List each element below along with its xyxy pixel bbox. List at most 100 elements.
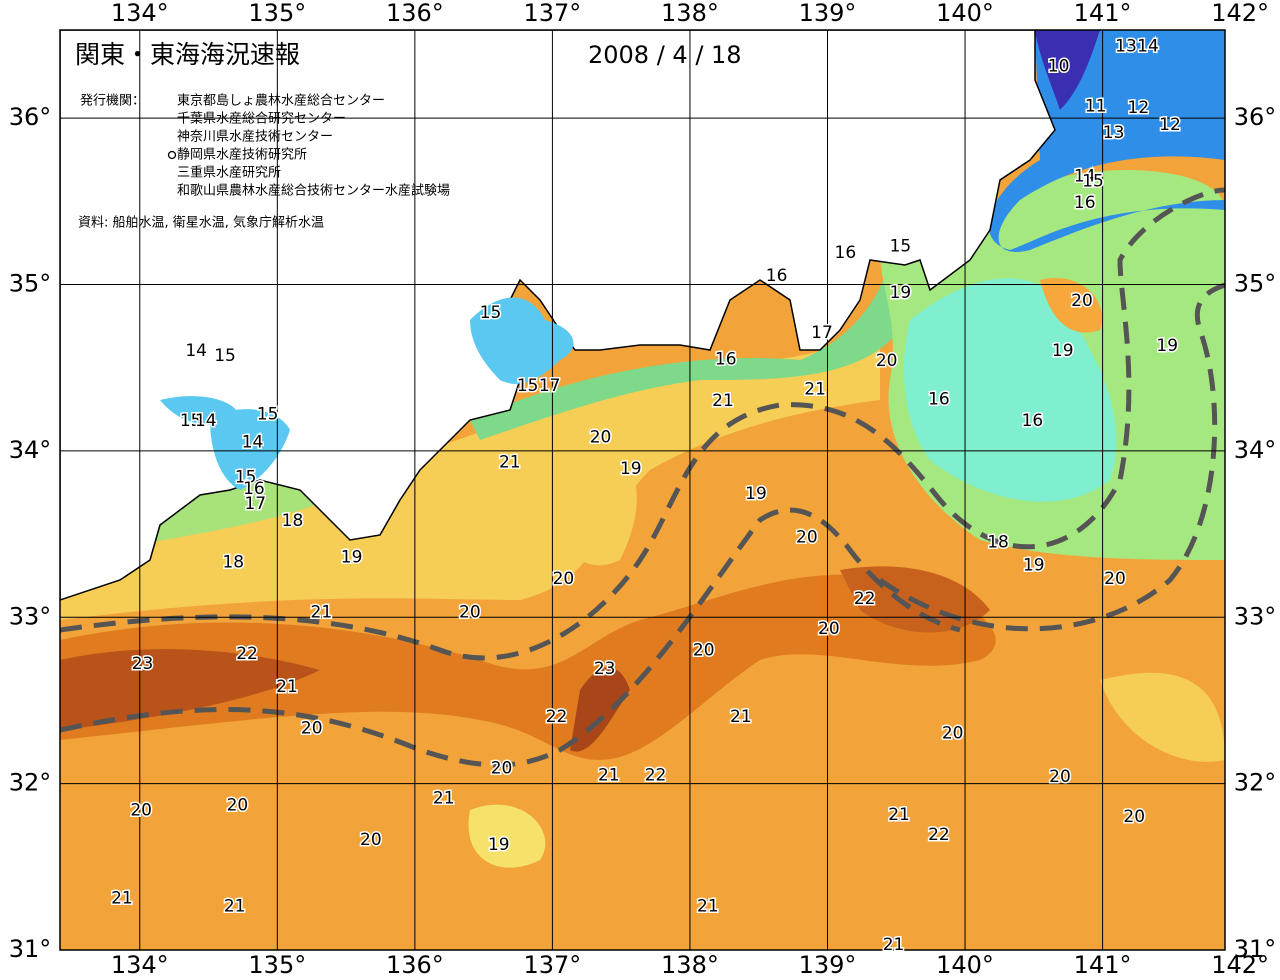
contour-label: 16 (243, 479, 265, 499)
publisher: 和歌山県農林水産総合技術センター水産試験場 (177, 183, 450, 199)
lon-tick-label: 134° (111, 0, 169, 27)
lat-tick-label: 31° (1234, 935, 1277, 963)
cool-patch (1100, 672, 1225, 762)
contour-label: 17 (539, 376, 561, 396)
lon-tick-label: 138° (661, 951, 719, 979)
contour-label: 19 (1023, 556, 1045, 576)
warm-eddy (1040, 278, 1102, 333)
contour-label: 13 (1115, 37, 1137, 57)
warm-core (570, 667, 630, 752)
contour-label: 20 (227, 795, 249, 815)
publisher: 三重県水産研究所 (177, 165, 281, 181)
contour-label: 23 (132, 654, 154, 674)
lon-tick-label: 139° (799, 951, 857, 979)
contour-label: 22 (854, 589, 876, 609)
contour-label: 20 (491, 759, 513, 779)
lat-tick-label: 34° (9, 436, 52, 464)
contour-label: 21 (224, 897, 246, 917)
cool-patch (468, 804, 546, 868)
lon-tick-label: 141° (1074, 951, 1132, 979)
publisher-list: 東京都島しょ農林水産総合センター千葉県水産総合研究センター神奈川県水産技術センタ… (177, 93, 450, 199)
publisher: 神奈川県水産技術センター (177, 129, 333, 145)
lon-tick-label: 140° (936, 0, 994, 27)
contour-label: 20 (876, 351, 898, 371)
contour-label: 12 (1128, 98, 1150, 118)
contour-label: 15 (517, 376, 539, 396)
contour-label: 21 (888, 805, 910, 825)
contour-label: 20 (459, 602, 481, 622)
lon-tick-label: 136° (386, 951, 444, 979)
warm-band (60, 574, 996, 760)
contour-label: 17 (811, 323, 833, 343)
kuroshio-axis (60, 187, 1225, 661)
channel (160, 396, 240, 425)
contour-label: 16 (835, 243, 857, 263)
contour-label: 15 (235, 468, 257, 488)
contour-label: 16 (766, 266, 788, 286)
cold-water (904, 278, 1117, 502)
contour-label: 20 (301, 719, 323, 739)
contour-label: 16 (1074, 193, 1096, 213)
contour-label: 21 (499, 453, 521, 473)
bay (470, 297, 574, 384)
cold-core (1035, 30, 1100, 110)
cool-band (60, 330, 880, 620)
contour-label: 20 (796, 527, 818, 547)
publisher-label: 発行機関： (80, 94, 145, 109)
contour-label: 21 (433, 789, 455, 809)
contour-label: 23 (594, 659, 616, 679)
publisher: 千葉県水産総合研究センター (177, 111, 346, 127)
contour-label: 19 (488, 835, 510, 855)
bay (210, 409, 290, 490)
contour-label: 20 (1123, 807, 1145, 827)
publisher: 静岡県水産技術研究所 (177, 147, 307, 163)
contour-label: 15 (480, 303, 502, 323)
lon-tick-label: 137° (524, 0, 582, 27)
contour-label: 16 (1022, 411, 1044, 431)
lon-tick-label: 137° (524, 951, 582, 979)
contour-label: 18 (282, 511, 304, 531)
contour-label: 19 (1052, 341, 1074, 361)
warm-core (60, 649, 320, 730)
lat-tick-label: 33° (1234, 602, 1277, 630)
contour-label: 10 (1048, 57, 1070, 77)
lat-tick-label: 33° (9, 602, 52, 630)
cool-patch (558, 440, 637, 566)
lat-tick-label: 34° (1234, 436, 1277, 464)
contour-label: 14 (1074, 166, 1096, 186)
contour-label: 14 (242, 433, 264, 453)
land (60, 30, 1056, 601)
lon-tick-label: 138° (661, 0, 719, 27)
contour-label: 21 (804, 379, 826, 399)
coastal-band (470, 260, 900, 440)
contour-label: 21 (111, 888, 133, 908)
contour-label: 20 (130, 800, 152, 820)
lat-tick-label: 32° (1234, 769, 1277, 797)
lon-tick-label: 142° (1211, 0, 1269, 27)
contour-label: 19 (1156, 336, 1178, 356)
contour-label: 17 (244, 494, 266, 514)
contour-label: 22 (645, 765, 667, 785)
contour-label: 20 (1104, 569, 1126, 589)
contour-label: 16 (715, 349, 737, 369)
contour-label: 20 (590, 428, 612, 448)
lat-tick-label: 35° (9, 270, 52, 298)
contour-label: 20 (693, 641, 715, 661)
contour-label: 14 (195, 411, 217, 431)
lon-tick-label: 141° (1074, 0, 1132, 27)
lon-tick-label: 135° (248, 0, 306, 27)
lat-tick-label: 35° (1234, 270, 1277, 298)
contour-label: 22 (236, 644, 258, 664)
office-marker (167, 150, 177, 160)
map-date: 2008 / 4 / 18 (588, 41, 742, 69)
contour-label: 15 (180, 411, 202, 431)
contour-label: 11 (1085, 97, 1107, 117)
contour-label: 14 (1137, 37, 1159, 57)
kuroshio-axis (60, 507, 961, 768)
lat-tick-label: 32° (9, 769, 52, 797)
lat-tick-label: 31° (9, 935, 52, 963)
contour-label: 14 (185, 341, 207, 361)
map-title: 関東・東海海況速報 (75, 40, 300, 69)
